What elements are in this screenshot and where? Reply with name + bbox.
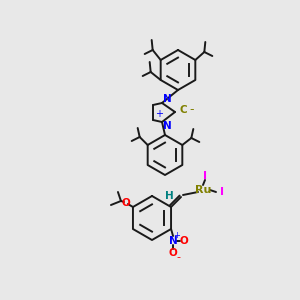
Text: O: O	[180, 236, 188, 246]
Text: -: -	[176, 252, 180, 262]
Text: O: O	[169, 248, 177, 258]
Text: I: I	[203, 171, 207, 181]
Text: C: C	[179, 105, 187, 115]
Text: H: H	[165, 191, 173, 201]
Text: -: -	[190, 103, 194, 116]
Text: N: N	[163, 121, 171, 131]
Text: I: I	[220, 187, 224, 197]
Text: O: O	[122, 198, 130, 208]
Text: N: N	[169, 236, 177, 246]
Text: +: +	[155, 109, 163, 119]
Text: Ru: Ru	[195, 185, 211, 195]
Text: +: +	[174, 232, 181, 241]
Text: N: N	[163, 94, 171, 104]
